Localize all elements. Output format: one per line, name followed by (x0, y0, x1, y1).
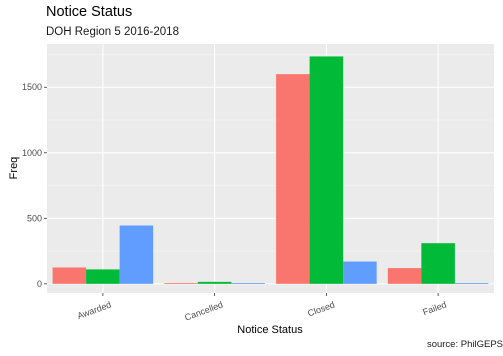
x-tick-label: Failed (421, 299, 447, 317)
chart-caption: source: PhilGEPS (426, 339, 503, 350)
bar (387, 268, 422, 284)
chart-title: Notice Status (46, 4, 133, 20)
y-axis-ticks: 0 500 1000 1500 (22, 82, 47, 289)
bar (421, 243, 455, 284)
y-tick-label: 0 (37, 279, 42, 289)
bar (164, 283, 198, 284)
bars (52, 56, 489, 284)
bar (276, 74, 310, 284)
x-axis-ticks: Awarded Cancelled Closed Failed (76, 293, 448, 323)
x-tick-label: Cancelled (183, 299, 224, 322)
bar (309, 56, 344, 284)
bar (52, 267, 87, 284)
x-tick-label: Awarded (76, 299, 113, 320)
bar (119, 225, 154, 284)
bar (231, 283, 265, 284)
y-tick-label: 1000 (22, 148, 42, 158)
y-axis-title: Freq (8, 157, 20, 180)
y-tick-label: 1500 (22, 82, 42, 92)
chart-subtitle: DOH Region 5 2016-2018 (46, 26, 179, 38)
x-tick-label: Closed (306, 299, 336, 318)
bar (197, 281, 232, 284)
bar (343, 261, 377, 284)
bar (454, 283, 489, 284)
y-tick-label: 500 (27, 213, 42, 223)
bar (86, 269, 120, 284)
x-axis-title: Notice Status (237, 324, 303, 336)
